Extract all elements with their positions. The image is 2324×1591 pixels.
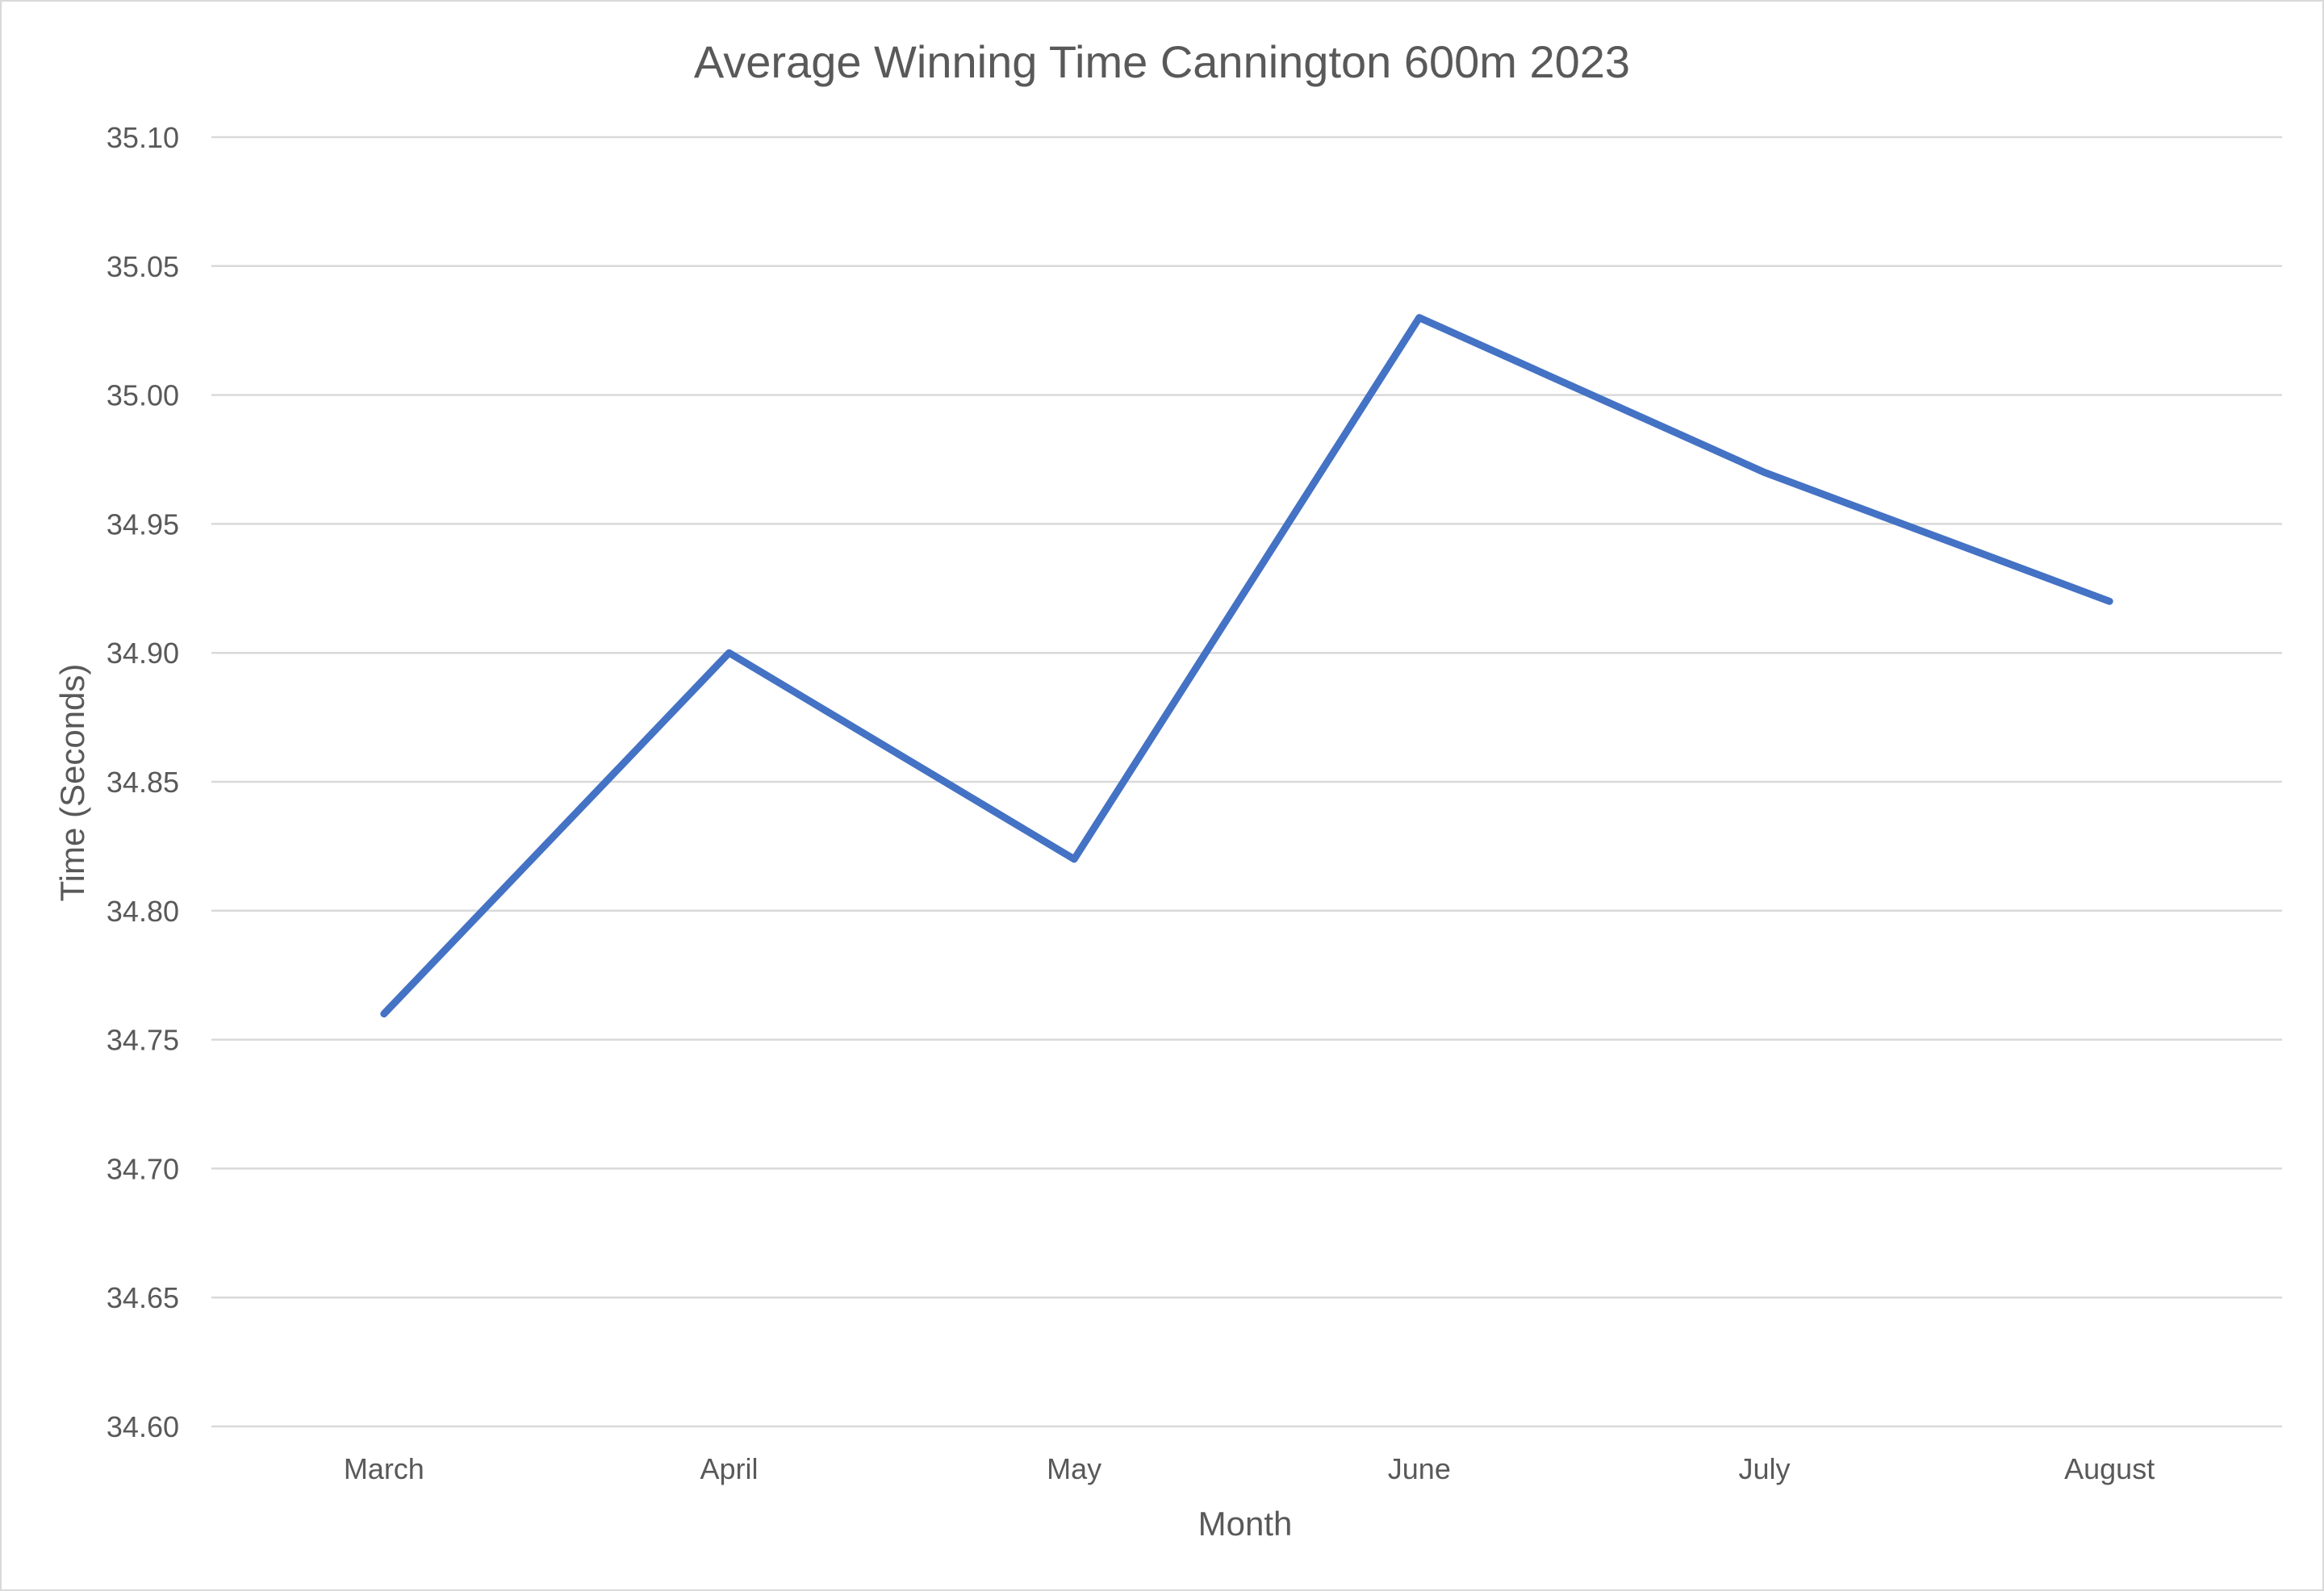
x-tick-label: April [700, 1452, 758, 1485]
y-tick-label: 35.10 [107, 121, 179, 154]
x-tick-label: August [2064, 1452, 2155, 1485]
y-tick-label: 34.80 [107, 895, 179, 928]
y-tick-label: 34.90 [107, 637, 179, 670]
x-tick-label: June [1388, 1452, 1451, 1485]
y-tick-label: 34.75 [107, 1024, 179, 1057]
y-axis-ticks: 34.60 34.65 34.70 34.75 34.80 34.85 34.90 34.95… [107, 121, 179, 1443]
y-tick-label: 35.05 [107, 250, 179, 283]
x-axis-ticks: March April May June July August [344, 1452, 2155, 1485]
chart-title: Average Winning Time Cannington 600m 202… [694, 36, 1630, 87]
y-tick-label: 34.60 [107, 1410, 179, 1443]
y-tick-label: 35.00 [107, 379, 179, 412]
y-tick-label: 34.85 [107, 766, 179, 799]
gridlines [211, 136, 2282, 1428]
y-tick-label: 34.95 [107, 507, 179, 541]
y-axis-title: Time (Seconds) [53, 664, 91, 902]
x-axis-title: Month [1198, 1505, 1293, 1543]
series-layer [380, 314, 2113, 1018]
x-tick-label: May [1047, 1452, 1101, 1485]
y-tick-label: 34.70 [107, 1152, 179, 1185]
series-line [380, 314, 2113, 1018]
x-tick-label: March [344, 1452, 424, 1485]
x-tick-label: July [1738, 1452, 1790, 1485]
y-tick-label: 34.65 [107, 1281, 179, 1314]
